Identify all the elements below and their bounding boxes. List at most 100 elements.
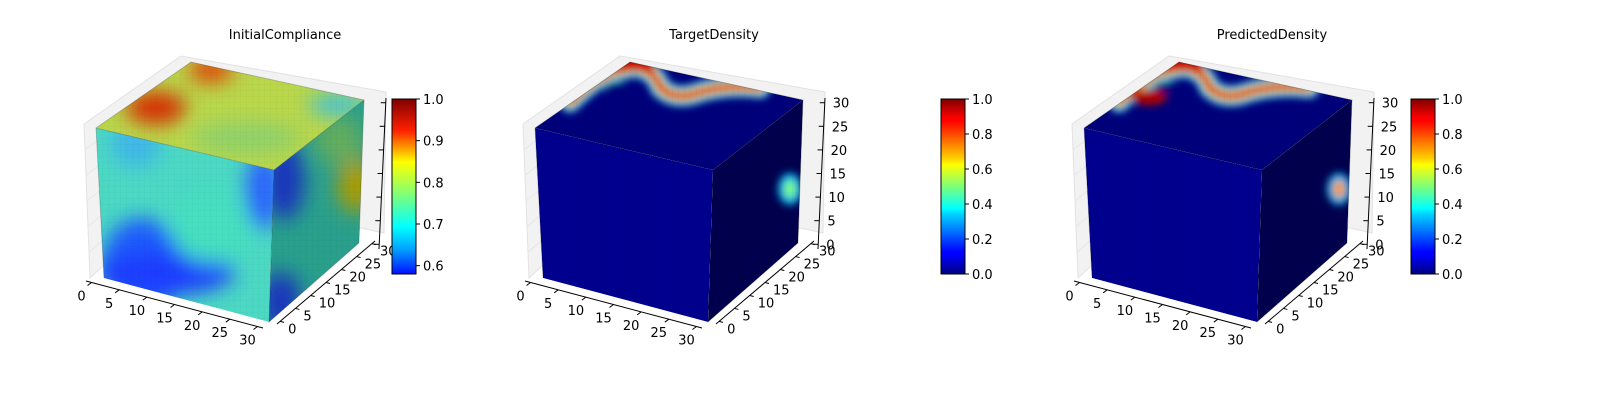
y-tick — [795, 256, 800, 259]
x-tick-label: 5 — [1093, 297, 1101, 312]
colorbar-tick-label: 0.6 — [1442, 163, 1463, 178]
colorbar-tick-label: 0.8 — [423, 176, 444, 191]
y-tick — [1267, 320, 1273, 323]
x-tick-label: 30 — [239, 334, 256, 349]
x-tick-label: 15 — [595, 312, 612, 327]
z-tick-label: 20 — [1380, 144, 1397, 159]
colorbar: 0.0 0.2 0.4 0.6 0.8 1.0 — [1410, 93, 1463, 283]
x-tick — [609, 304, 614, 308]
x-tick-label: 10 — [568, 304, 585, 319]
z-tick-label: 0 — [1375, 238, 1383, 253]
x-tick-label: 15 — [156, 312, 173, 327]
cube-edge — [534, 61, 804, 279]
y-tick-label: 25 — [1353, 258, 1370, 273]
x-tick-label: 30 — [1227, 334, 1244, 349]
z-tick-label: 20 — [831, 144, 848, 159]
y-tick-label: 0 — [288, 322, 296, 337]
gridline — [522, 55, 621, 125]
y-tick-label: 5 — [742, 309, 750, 324]
y-tick — [749, 294, 754, 297]
face-top — [1084, 62, 1352, 170]
cube-edge — [707, 99, 804, 323]
x-tick-label: 5 — [544, 297, 552, 312]
y-tick-label: 10 — [1307, 296, 1324, 311]
colorbar-tick-label: 0.2 — [972, 233, 993, 248]
y-tick — [1298, 294, 1303, 297]
y-tick — [325, 282, 331, 284]
x-tick-label: 0 — [516, 289, 524, 304]
voxel-cube — [95, 61, 365, 323]
voxel-grid — [535, 62, 803, 170]
colorbar: 0.6 0.7 0.8 0.9 1.0 — [391, 93, 444, 275]
z-tick-label: 30 — [1382, 97, 1399, 112]
colorbar-tick-label: 0.8 — [972, 128, 993, 143]
colorbar-tick-label: 0.4 — [972, 198, 993, 213]
x-tick-label: 15 — [1144, 312, 1161, 327]
face-front — [1084, 128, 1262, 322]
voxel-cube — [1083, 61, 1353, 323]
colorbar-tick-label: 0.4 — [1442, 198, 1463, 213]
panel-2: 0 5 10 15 20 25 30051015202530051015202530Targ… — [516, 28, 992, 349]
colorbar-tick-label: 1.0 — [1442, 93, 1463, 108]
cube-edge — [268, 99, 365, 323]
x-tick-label: 10 — [129, 304, 146, 319]
y-tick — [718, 320, 724, 323]
colorbar: 0.0 0.2 0.4 0.6 0.8 1.0 — [940, 93, 993, 283]
chart-title: InitialCompliance — [229, 28, 342, 43]
x-tick — [664, 318, 670, 323]
colorbar-tick-label: 1.0 — [972, 93, 993, 108]
y-tick — [341, 269, 346, 272]
y-tick — [310, 294, 315, 297]
x-tick — [170, 304, 175, 308]
x-tick — [636, 311, 642, 316]
panel-3: 0 5 10 15 20 25 30051015202530051015202530Pred… — [1065, 28, 1462, 349]
z-tick-label: 5 — [1376, 215, 1384, 230]
face-right — [1257, 100, 1352, 322]
y-tick — [1283, 307, 1288, 310]
z-tick-label: 30 — [833, 97, 850, 112]
y-tick — [356, 256, 361, 259]
x-tick — [114, 289, 120, 294]
face-front — [96, 128, 274, 322]
colorbar-tick-label: 0.6 — [972, 163, 993, 178]
x-tick — [692, 326, 697, 330]
y-tick-label: 0 — [1276, 322, 1284, 337]
y-tick-label: 15 — [334, 284, 351, 299]
chart-title: TargetDensity — [668, 28, 759, 43]
x-tick-label: 25 — [651, 326, 668, 341]
gridline — [83, 55, 182, 125]
colorbar-gradient — [391, 98, 417, 275]
voxel-grid — [96, 128, 274, 322]
x-tick — [1185, 311, 1191, 316]
y-tick-label: 5 — [1291, 309, 1299, 324]
face-right — [269, 100, 364, 322]
y-tick — [1329, 269, 1334, 272]
x-tick — [1102, 289, 1108, 294]
x-tick — [553, 289, 559, 294]
x-tick-label: 5 — [105, 297, 113, 312]
x-tick-label: 0 — [77, 289, 85, 304]
z-tick-label: 15 — [830, 168, 847, 183]
voxel-grid — [1084, 128, 1262, 322]
y-tick-label: 15 — [773, 284, 790, 299]
x-tick — [142, 296, 148, 301]
y-tick-label: 0 — [727, 322, 735, 337]
voxel-grid — [96, 62, 364, 170]
voxel-grid — [1257, 100, 1352, 322]
y-tick-label: 10 — [758, 296, 775, 311]
voxel-grid — [1084, 62, 1352, 170]
voxel-cube — [534, 61, 804, 323]
cube-edge — [95, 61, 365, 279]
voxel-grid — [708, 100, 803, 322]
x-tick — [87, 282, 92, 286]
x-tick — [1158, 304, 1163, 308]
x-tick-label: 25 — [1200, 326, 1217, 341]
y-tick — [734, 307, 739, 310]
x-tick — [225, 318, 231, 323]
cube-edge — [1083, 61, 1353, 279]
y-tick-label: 20 — [1337, 271, 1354, 286]
colorbar-gradient — [1410, 98, 1436, 275]
x-tick — [1213, 318, 1219, 323]
